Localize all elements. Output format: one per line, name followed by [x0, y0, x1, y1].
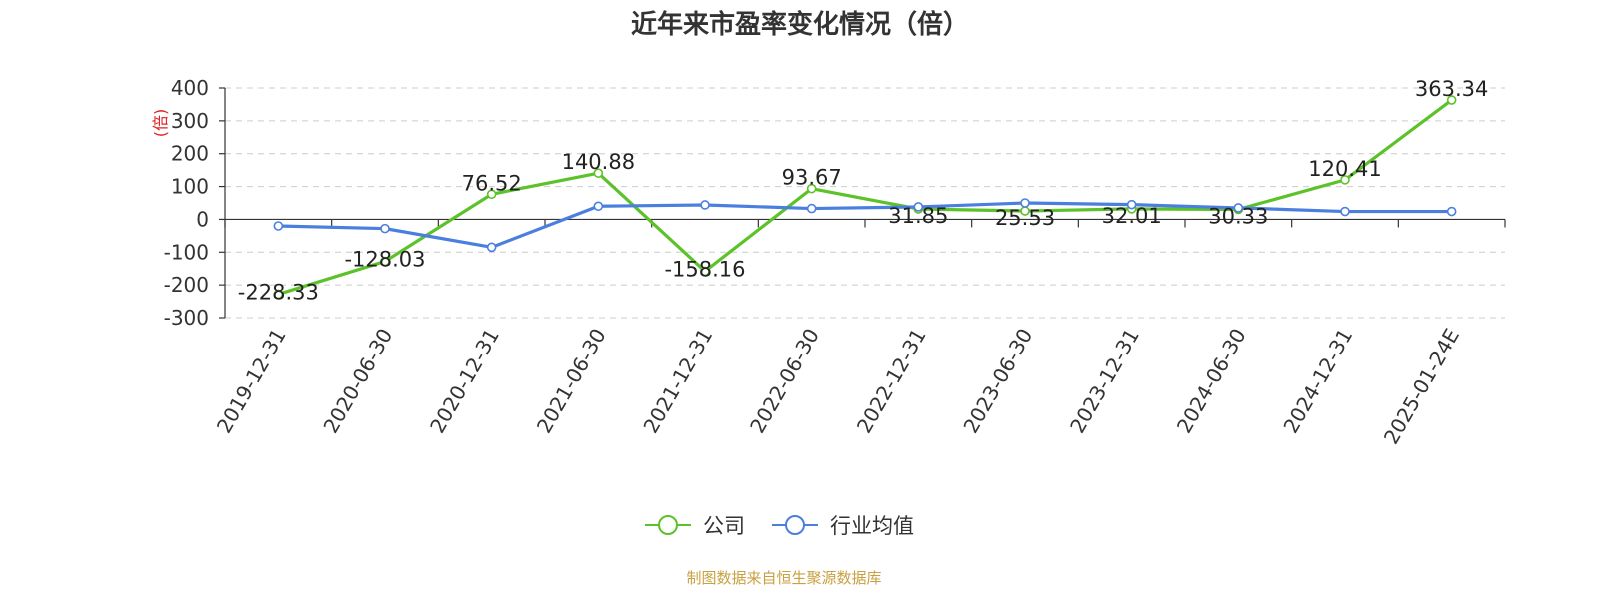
series-line [278, 201, 1452, 249]
y-axis-unit-label: (倍) [151, 109, 170, 138]
x-tick-label: 2020-12-31 [425, 324, 504, 437]
data-point[interactable] [1233, 203, 1244, 213]
source-note: 制图数据来自恒生聚源数据库 [686, 569, 881, 587]
data-point[interactable] [593, 168, 604, 178]
legend-label: 行业均值 [830, 514, 914, 538]
data-point[interactable] [593, 201, 604, 212]
x-tick-label: 2025-01-24E [1379, 325, 1464, 449]
data-point[interactable] [700, 266, 710, 277]
y-tick-label: 300 [171, 109, 209, 133]
data-label: 76.52 [462, 171, 522, 195]
data-label: 120.41 [1308, 157, 1381, 181]
series-line [277, 98, 1453, 296]
data-point[interactable] [273, 289, 284, 300]
x-tick-label: 2024-06-30 [1172, 325, 1251, 438]
data-point[interactable] [913, 202, 924, 212]
data-label: -158.16 [664, 257, 745, 281]
data-point[interactable] [380, 256, 390, 267]
data-label: 31.85 [888, 204, 948, 228]
y-tick-label: -100 [164, 240, 209, 264]
data-point[interactable] [486, 242, 497, 253]
x-tick-label: 2022-06-30 [745, 325, 824, 438]
legend-marker-icon [658, 515, 678, 535]
x-tick-label: 2023-12-31 [1065, 325, 1144, 438]
legend-item[interactable]: 公司 [645, 514, 745, 538]
data-label: 363.34 [1415, 77, 1488, 101]
x-tick-label: 2019-12-31 [212, 325, 291, 438]
legend-item[interactable]: 行业均值 [772, 514, 914, 538]
data-label: 32.01 [1102, 204, 1162, 228]
data-point[interactable] [486, 189, 497, 200]
data-point[interactable] [1340, 175, 1350, 185]
legend[interactable]: 公司 行业均值 [645, 514, 914, 538]
data-point[interactable] [1020, 198, 1030, 208]
x-tick-label: 2024-12-31 [1278, 325, 1357, 438]
series-lines [273, 95, 1457, 300]
data-point[interactable] [806, 183, 817, 194]
data-point[interactable] [1446, 206, 1457, 217]
data-label: 30.33 [1208, 204, 1268, 228]
grid-lines [225, 87, 1505, 319]
data-label: 140.88 [562, 150, 635, 174]
data-label: -228.33 [238, 280, 319, 304]
y-tick-label: -300 [164, 306, 209, 330]
data-point[interactable] [1446, 95, 1457, 105]
legend-label: 公司 [703, 514, 745, 538]
data-point[interactable] [1126, 199, 1137, 210]
data-labels: -228.33 -128.03 76.52 140.88 -158.16 93.67 31.… [238, 77, 1489, 304]
x-tick-label: 2020-06-30 [318, 325, 397, 438]
x-tick-label: 2023-06-30 [958, 325, 1037, 438]
data-point[interactable] [806, 203, 817, 214]
data-point[interactable] [273, 221, 284, 231]
data-label: -128.03 [344, 247, 425, 271]
chart-title: 近年来市盈率变化情况（倍） [631, 9, 969, 40]
y-tick-label: 100 [171, 175, 209, 199]
y-tick-label: 400 [171, 76, 209, 100]
x-tick-label: 2022-12-31 [852, 324, 931, 437]
y-tick-label: 0 [196, 207, 209, 231]
data-point[interactable] [380, 223, 390, 234]
data-label: 25.53 [995, 206, 1055, 230]
x-tick-label: 2021-12-31 [638, 325, 717, 438]
legend-marker-icon [785, 515, 805, 535]
data-point[interactable] [1340, 206, 1350, 217]
y-tick-label: -200 [164, 273, 209, 297]
data-point[interactable] [700, 200, 710, 210]
y-tick-label: 200 [171, 142, 209, 166]
x-tick-label: 2021-06-30 [532, 325, 611, 438]
data-label: 93.67 [782, 166, 842, 190]
